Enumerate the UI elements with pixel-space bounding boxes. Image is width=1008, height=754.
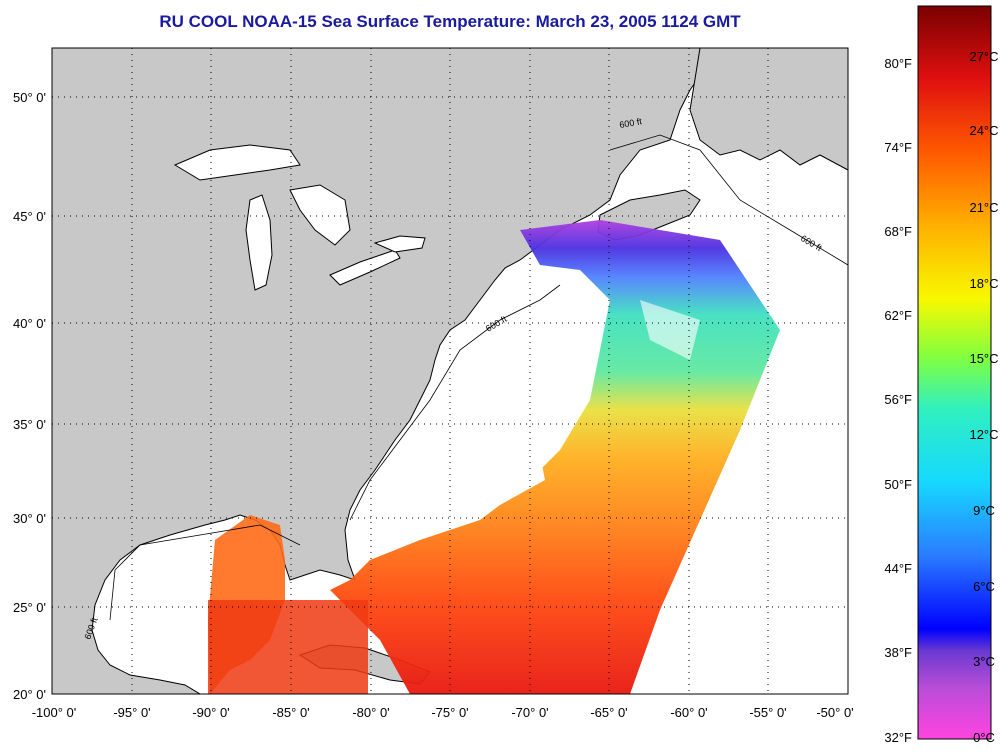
x-tick-label: -60° 0' xyxy=(670,705,707,720)
x-tick-label: -75° 0' xyxy=(431,705,468,720)
x-tick-label: -55° 0' xyxy=(749,705,786,720)
sst-gulf-south xyxy=(208,600,368,694)
y-tick-label: 25° 0' xyxy=(13,600,46,615)
y-tick-label: 45° 0' xyxy=(13,209,46,224)
cloud-gap xyxy=(640,300,700,360)
contour-600ft xyxy=(609,134,848,266)
colorbar-c-label: 0°C xyxy=(973,730,995,745)
colorbar-f-label: 68°F xyxy=(884,224,912,239)
colorbar-c-label: 27°C xyxy=(969,49,998,64)
colorbar-f-label: 80°F xyxy=(884,56,912,71)
colorbar xyxy=(917,5,992,740)
contour-600ft xyxy=(349,284,561,521)
land-maritimes xyxy=(689,48,848,171)
colorbar-f-label: 56°F xyxy=(884,392,912,407)
colorbar-c-label: 18°C xyxy=(969,276,998,291)
x-tick-label: -100° 0' xyxy=(32,705,77,720)
colorbar-c-label: 15°C xyxy=(969,351,998,366)
colorbar-celsius-labels: 27°C 24°C 21°C 18°C 15°C 12°C 9°C 6°C 3°… xyxy=(969,49,998,745)
colorbar-f-label: 62°F xyxy=(884,308,912,323)
lake-huron xyxy=(289,184,351,246)
y-tick-label: 35° 0' xyxy=(13,417,46,432)
lake-superior xyxy=(173,144,301,181)
x-tick-label: -50° 0' xyxy=(816,705,853,720)
y-tick-label: 20° 0' xyxy=(13,687,46,702)
longitude-axis: -100° 0' -95° 0' -90° 0' -85° 0' -80° 0'… xyxy=(32,705,854,720)
x-tick-label: -65° 0' xyxy=(590,705,627,720)
colorbar-c-label: 3°C xyxy=(973,654,995,669)
lake-michigan xyxy=(245,194,273,291)
colorbar-c-label: 9°C xyxy=(973,503,995,518)
colorbar-c-label: 24°C xyxy=(969,123,998,138)
y-tick-label: 50° 0' xyxy=(13,90,46,105)
contour-600ft xyxy=(109,524,301,621)
lake-erie xyxy=(329,249,401,286)
land-north-america xyxy=(52,48,705,694)
latitude-axis: 50° 0' 45° 0' 40° 0' 35° 0' 30° 0' 25° 0… xyxy=(13,90,46,702)
colorbar-f-label: 74°F xyxy=(884,140,912,155)
cloud-gap xyxy=(470,455,545,505)
x-tick-label: -85° 0' xyxy=(272,705,309,720)
colorbar-f-label: 44°F xyxy=(884,561,912,576)
x-tick-label: -80° 0' xyxy=(352,705,389,720)
colorbar-f-label: 50°F xyxy=(884,477,912,492)
map-title: RU COOL NOAA-15 Sea Surface Temperature:… xyxy=(159,12,741,31)
colorbar-f-label: 38°F xyxy=(884,645,912,660)
colorbar-c-label: 21°C xyxy=(969,200,998,215)
x-tick-label: -95° 0' xyxy=(113,705,150,720)
colorbar-fahrenheit-labels: 80°F 74°F 68°F 62°F 56°F 50°F 44°F 38°F … xyxy=(884,56,912,745)
lake-ontario xyxy=(373,235,426,253)
colorbar-c-label: 6°C xyxy=(973,579,995,594)
contour-label: 600 ft xyxy=(619,116,643,130)
colorbar-c-label: 12°C xyxy=(969,427,998,442)
x-tick-label: -70° 0' xyxy=(511,705,548,720)
y-tick-label: 30° 0' xyxy=(13,511,46,526)
y-tick-label: 40° 0' xyxy=(13,316,46,331)
colorbar-f-label: 32°F xyxy=(884,730,912,745)
map-gridlines xyxy=(52,48,848,694)
x-tick-label: -90° 0' xyxy=(192,705,229,720)
